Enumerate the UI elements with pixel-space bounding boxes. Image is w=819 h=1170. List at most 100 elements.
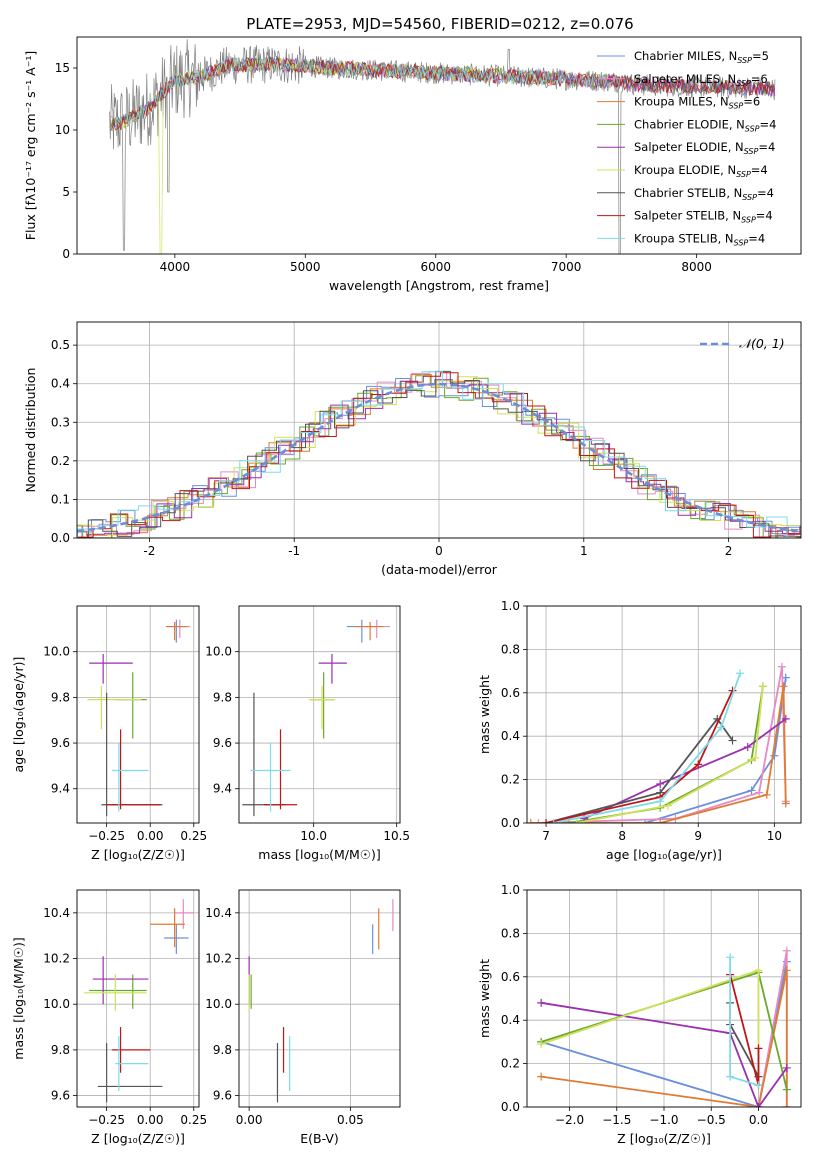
weight-point <box>534 819 543 823</box>
x-axis-label: wavelength [Angstrom, rest frame] <box>329 278 549 293</box>
weight-point <box>782 1103 791 1107</box>
plot-area-7 <box>537 946 791 1107</box>
y-tick-label: 9.4 <box>51 782 70 796</box>
x-tick-label: 10.5 <box>383 829 410 843</box>
weight-point <box>782 966 791 975</box>
y-tick-label: 10.4 <box>205 906 232 920</box>
axes-frame <box>238 605 401 824</box>
legend-label: Salpeter MILES, NSSP=6 <box>634 72 768 88</box>
y-tick-label: 0.4 <box>501 1013 520 1027</box>
plot-area-0 <box>109 39 776 254</box>
plot-area-2 <box>87 619 191 817</box>
x-tick-label: −0.25 <box>88 829 125 843</box>
x-tick-label: −0.5 <box>697 1113 726 1127</box>
x-tick-label: 7000 <box>551 260 582 274</box>
weight-point <box>717 723 726 732</box>
y-tick-label: 1.0 <box>501 883 520 897</box>
plot-area-3 <box>242 619 391 817</box>
weight-point <box>781 714 790 723</box>
y-tick-label: 10.0 <box>205 997 232 1011</box>
weight-point <box>751 753 760 762</box>
residual-histogram <box>77 374 801 538</box>
y-axis-label: mass weight <box>477 675 492 754</box>
x-tick-label: 9 <box>694 829 702 843</box>
weight-point <box>754 1103 763 1107</box>
y-axis-label: Flux [fλ10⁻¹⁷ erg cm⁻² s⁻¹ A⁻¹] <box>23 51 38 240</box>
y-tick-label: 9.6 <box>213 736 232 750</box>
y-tick-label: 0.4 <box>501 729 520 743</box>
legend-label: Chabrier MILES, NSSP=5 <box>634 49 769 65</box>
x-tick-label: 0.0 <box>749 1113 768 1127</box>
weight-point <box>694 760 703 769</box>
weight-point <box>781 799 790 808</box>
x-tick-label: 0.00 <box>137 1113 164 1127</box>
residual-histogram <box>77 372 801 538</box>
y-tick-label: 0.1 <box>51 492 70 506</box>
y-tick-label: 0.4 <box>51 377 70 391</box>
model-spectrum-line <box>112 56 619 130</box>
weight-point <box>656 797 665 806</box>
y-tick-label: 5 <box>62 185 70 199</box>
y-tick-label: 0.0 <box>51 531 70 545</box>
panel-4: 7 8 9 10 0.0 0.2 0.4 0.6 0.8 1.0 age [log₁₀(age/yr… <box>477 599 802 862</box>
weight-point <box>527 819 535 823</box>
residual-histogram <box>77 375 801 538</box>
x-tick-label: 8 <box>618 829 626 843</box>
x-tick-label: 0.05 <box>337 1113 364 1127</box>
x-tick-label: 4000 <box>160 260 191 274</box>
weight-series-line <box>644 677 787 823</box>
y-tick-label: 0.6 <box>501 970 520 984</box>
weight-point <box>762 790 771 799</box>
weight-series-line <box>545 717 734 823</box>
axes-frame <box>76 889 200 1108</box>
x-tick-label: -1 <box>288 544 300 558</box>
y-tick-label: 15 <box>55 61 70 75</box>
weight-series-line <box>541 1001 788 1107</box>
weight-point <box>736 669 745 678</box>
plot-area-1 <box>77 370 801 538</box>
y-tick-label: 9.8 <box>213 1043 232 1057</box>
y-tick-label: 0.0 <box>501 1100 520 1114</box>
weight-point <box>663 801 672 810</box>
x-axis-label: E(B-V) <box>300 1131 339 1146</box>
weight-point <box>770 751 779 760</box>
model-spectrum-line <box>112 57 775 131</box>
x-tick-label: −1.0 <box>649 1113 678 1127</box>
y-tick-label: 0.2 <box>501 773 520 787</box>
y-tick-label: 9.8 <box>51 690 70 704</box>
y-axis-label: mass weight <box>477 959 492 1038</box>
y-tick-label: 0.3 <box>51 415 70 429</box>
y-tick-label: 0.2 <box>51 454 70 468</box>
weight-series-line <box>568 686 764 823</box>
residual-histogram <box>77 379 801 538</box>
panel-3: 10.0 10.5 9.4 9.6 9.8 10.0 mass [log₁₀(M/M☉)] <box>205 605 410 862</box>
weight-point <box>779 682 788 691</box>
weight-point <box>537 998 546 1007</box>
x-tick-label: 10.0 <box>300 829 327 843</box>
weight-point <box>743 743 752 752</box>
y-tick-label: 0.2 <box>501 1057 520 1071</box>
axes-frame <box>526 889 802 1108</box>
y-tick-label: 0.0 <box>501 816 520 830</box>
y-tick-label: 9.6 <box>51 1089 70 1103</box>
weight-point <box>754 1081 763 1090</box>
axes-frame <box>76 321 802 539</box>
y-tick-label: 0.5 <box>51 338 70 352</box>
panel-1: -2 -1 0 1 2 0.0 0.1 0.2 0.3 0.4 0.5 (data-model)/er… <box>23 321 802 577</box>
weight-series-line <box>553 673 741 823</box>
weight-point <box>537 1072 546 1081</box>
x-tick-label: 1 <box>580 544 588 558</box>
weight-point <box>758 682 767 691</box>
y-axis-label: age [log₁₀(age/yr)] <box>11 657 26 773</box>
weight-point <box>656 779 665 788</box>
weight-point <box>572 819 581 823</box>
x-axis-label: mass [log₁₀(M/M☉)] <box>258 847 380 862</box>
panel-5: −0.25 0.00 0.25 9.6 9.8 10.0 10.2 10.4 Z [log₁₀(… <box>11 889 207 1146</box>
weight-point <box>726 1072 735 1081</box>
x-axis-label: age [log₁₀(age/yr)] <box>606 847 722 862</box>
y-tick-label: 9.8 <box>213 690 232 704</box>
y-tick-label: 9.6 <box>213 1089 232 1103</box>
axes-frame <box>526 605 802 824</box>
plot-area-5 <box>83 899 194 1103</box>
